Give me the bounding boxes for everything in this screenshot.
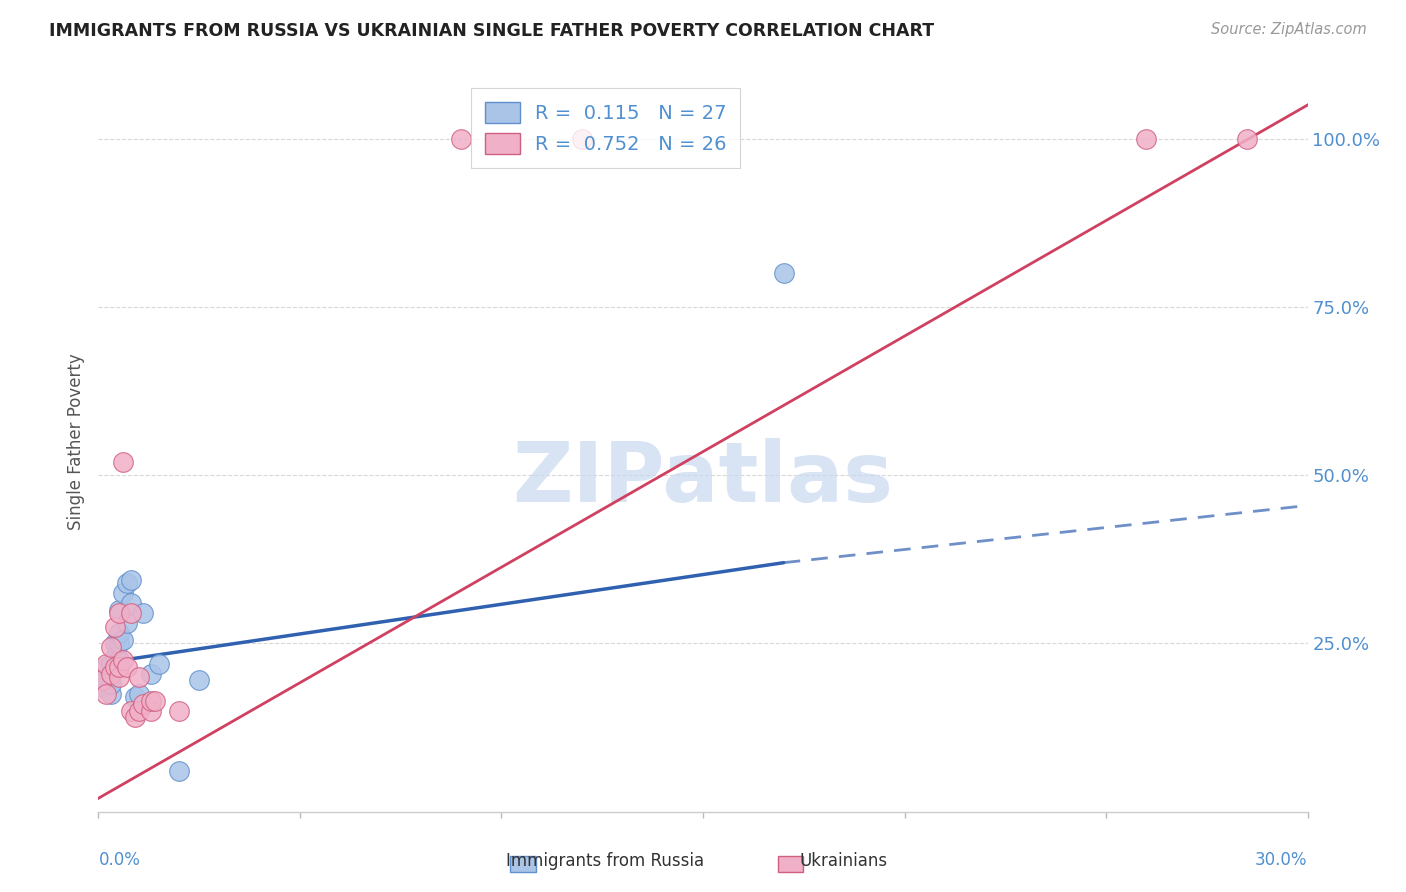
Point (107, 653, 129, 667)
Text: ZIPatlas: ZIPatlas (513, 438, 893, 519)
Point (103, 619, 125, 633)
Point (103, 660, 125, 674)
Point (115, 575, 138, 590)
Point (107, 606, 129, 620)
Point (100, 687, 122, 701)
Point (571, 131, 593, 145)
Point (91, 673, 114, 688)
Point (120, 704, 142, 718)
Point (167, 704, 190, 718)
Point (111, 586, 134, 600)
Y-axis label: Single Father Poverty: Single Father Poverty (66, 353, 84, 530)
Point (96, 673, 118, 688)
Text: Immigrants from Russia: Immigrants from Russia (506, 852, 703, 870)
Point (124, 690, 146, 705)
Point (124, 710, 146, 724)
Text: IMMIGRANTS FROM RUSSIA VS UKRAINIAN SINGLE FATHER POVERTY CORRELATION CHART: IMMIGRANTS FROM RUSSIA VS UKRAINIAN SING… (49, 22, 935, 40)
Point (139, 704, 162, 718)
Point (107, 603, 129, 617)
Point (772, 266, 794, 280)
Point (139, 666, 162, 681)
Point (120, 596, 142, 610)
Point (100, 657, 122, 671)
Point (100, 677, 122, 691)
Point (139, 694, 162, 708)
Legend: R =  0.115   N = 27, R =  0.752   N = 26: R = 0.115 N = 27, R = 0.752 N = 26 (471, 88, 740, 168)
Point (107, 626, 129, 640)
Point (100, 666, 122, 681)
Point (96, 660, 118, 674)
Text: 30.0%: 30.0% (1256, 851, 1308, 869)
Point (167, 764, 190, 779)
Point (115, 616, 138, 631)
Point (143, 694, 166, 708)
Point (103, 636, 125, 650)
Point (96, 687, 118, 701)
Point (111, 455, 134, 469)
Point (1236, 131, 1258, 145)
Point (111, 633, 134, 648)
Point (115, 660, 138, 674)
Text: 0.0%: 0.0% (98, 851, 141, 869)
Point (100, 640, 122, 654)
Point (91, 680, 114, 694)
Point (120, 606, 142, 620)
Point (128, 687, 150, 701)
Point (188, 673, 211, 688)
Point (107, 670, 129, 684)
Point (103, 649, 125, 664)
Point (450, 131, 472, 145)
Point (107, 660, 129, 674)
Point (128, 670, 150, 684)
Point (96, 657, 118, 671)
Point (1135, 131, 1157, 145)
Point (132, 606, 155, 620)
Point (120, 573, 142, 587)
Text: Ukrainians: Ukrainians (800, 852, 887, 870)
Point (128, 704, 150, 718)
Text: Source: ZipAtlas.com: Source: ZipAtlas.com (1211, 22, 1367, 37)
Point (111, 653, 134, 667)
Point (103, 660, 125, 674)
Point (148, 657, 170, 671)
Point (132, 697, 155, 711)
Point (107, 636, 129, 650)
